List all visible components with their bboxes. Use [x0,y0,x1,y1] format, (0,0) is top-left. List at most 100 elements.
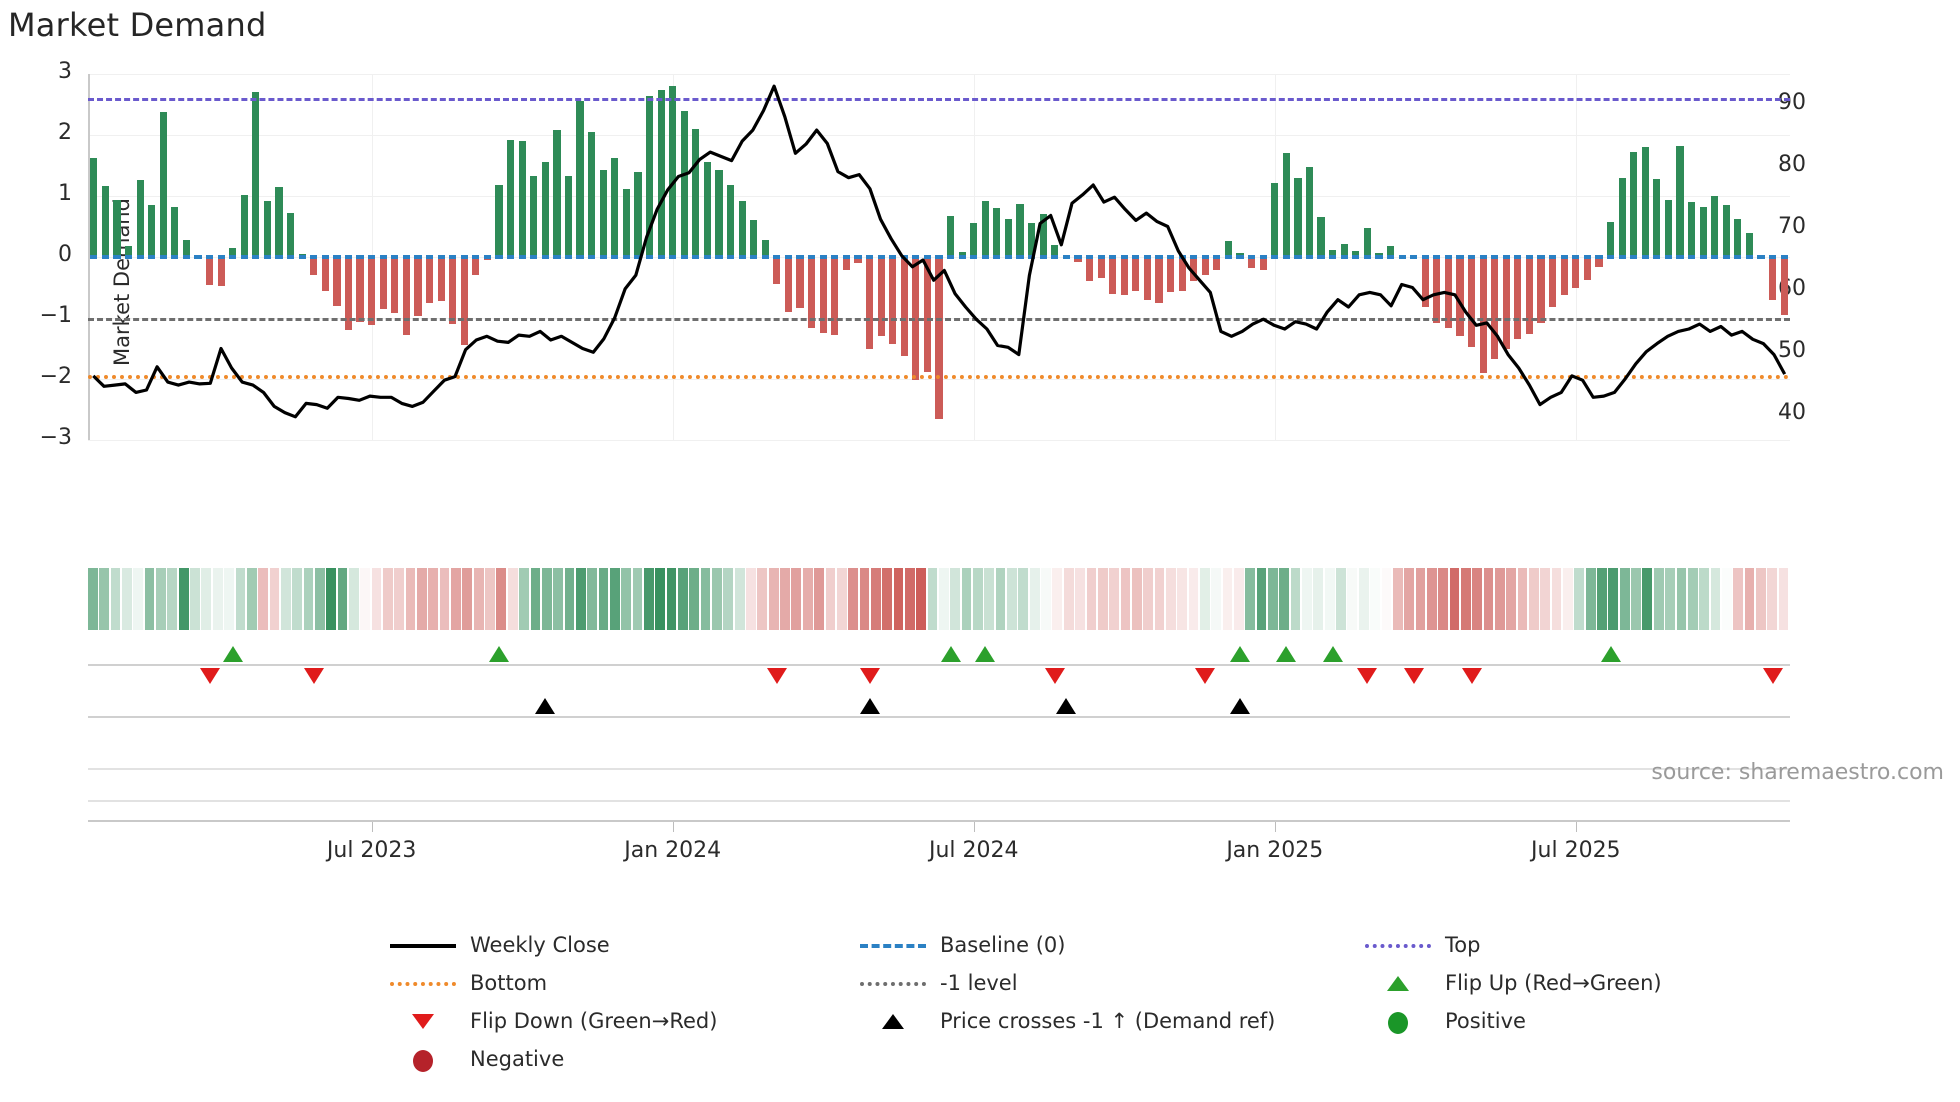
legend-label: -1 level [940,971,1018,995]
heatmap-cell [1619,568,1630,630]
black-up-triangle-icon [882,1014,904,1029]
legend-item[interactable]: -1 level [860,968,1018,998]
heatmap-cell [1245,568,1256,630]
flip-up-marker [1276,646,1297,662]
legend-key [390,970,456,996]
heatmap-cell [1563,568,1573,630]
heatmap-cell [1460,568,1471,630]
heatmap-cell [1109,568,1119,630]
y-tick-left: −1 [39,303,72,328]
heatmap-cell [1234,568,1244,630]
heatmap-cell [1222,568,1233,630]
heatmap-cell [337,568,348,630]
heatmap-cell [462,568,473,630]
heatmap-cell [1699,568,1709,630]
red-circle-icon [413,1050,433,1072]
heatmap-cell [1075,568,1085,630]
page-title: Market Demand [8,6,267,44]
heatmap-cell [757,568,768,630]
heatmap-cell [110,568,121,630]
heatmap-cell [553,568,563,630]
legend-item[interactable]: Flip Up (Red→Green) [1365,968,1662,998]
heatmap-cell [201,568,212,630]
heatmap-cell [383,568,393,630]
marker-row-divider [88,716,1790,718]
legend-key [390,1008,456,1034]
heatmap-cell [144,568,155,630]
heatmap-cell [1177,568,1188,630]
heatmap-cell [360,568,371,630]
heatmap-cell [621,568,632,630]
legend-item[interactable]: Top [1365,930,1480,960]
heatmap-cell [99,568,110,630]
heatmap-cell [575,568,586,630]
heatmap-cell [405,568,416,630]
heatmap-cell [802,568,813,630]
heatmap-cell [961,568,972,630]
flip-up-marker [940,646,961,662]
legend-item[interactable]: Price crosses -1 ↑ (Demand ref) [860,1006,1275,1036]
x-tick-mark [672,820,674,832]
marker-row-divider [88,664,1790,666]
heatmap-cell [1585,568,1596,630]
heatmap-cell [1018,568,1029,630]
heatmap-cell [1165,568,1176,630]
heatmap-cell [1472,568,1483,630]
heatmap-cell [1426,568,1437,630]
x-tick-mark [973,820,975,832]
heatmap-cell [246,568,257,630]
flip-down-marker [199,668,220,684]
heatmap-cell [1370,568,1380,630]
heatmap-cell [1438,568,1448,630]
legend-item[interactable]: Bottom [390,968,547,998]
flip-down-marker [1461,668,1482,684]
heatmap-cell [292,568,302,630]
heatmap-cell [893,568,904,630]
legend-key [860,1008,926,1034]
heatmap-cell [417,568,427,630]
x-tick-label: Jan 2024 [624,838,722,863]
heatmap-cell [1211,568,1222,630]
flip-down-marker [1403,668,1424,684]
legend-label: Weekly Close [470,933,610,957]
heatmap-cell [632,568,643,630]
heatmap-cell [973,568,983,630]
heatmap-cell [485,568,495,630]
flip-up-marker [222,646,243,662]
heatmap-cell [1529,568,1539,630]
heatmap-cell [1358,568,1369,630]
legend-label: Positive [1445,1009,1526,1033]
green-up-triangle-icon [1387,976,1409,991]
heatmap-cell [859,568,870,630]
x-tick-mark [371,820,373,832]
legend-label: Top [1445,933,1481,957]
flip-marker-row [88,646,1790,802]
heatmap-cell [836,568,847,630]
heatmap-cell [1608,568,1619,630]
heatmap-cell [212,568,223,630]
price-cross-marker [859,698,880,714]
flip-down-marker [1195,668,1216,684]
heatmap-cell [870,568,881,630]
legend-item[interactable]: Weekly Close [390,930,610,960]
legend-item[interactable]: Negative [390,1044,564,1074]
heatmap-cell [1007,568,1017,630]
legend-item[interactable]: Positive [1365,1006,1526,1036]
heatmap-cell [587,568,597,630]
heatmap-cell [1063,568,1074,630]
heatmap-cell [235,568,246,630]
legend-label: Baseline (0) [940,933,1066,957]
y-tick-left: 3 [58,59,72,84]
heatmap-cell [791,568,802,630]
legend-item[interactable]: Flip Down (Green→Red) [390,1006,717,1036]
heatmap-cell [1631,568,1641,630]
heatmap-cell [1551,568,1562,630]
heatmap-cell [1279,568,1290,630]
legend-item[interactable]: Baseline (0) [860,930,1065,960]
gridline-horizontal [88,74,1790,75]
x-tick-mark [1575,820,1577,832]
heatmap-cell [1143,568,1153,630]
heatmap-cell [1131,568,1142,630]
heatmap-cell [1574,568,1585,630]
legend-key [1365,970,1431,996]
